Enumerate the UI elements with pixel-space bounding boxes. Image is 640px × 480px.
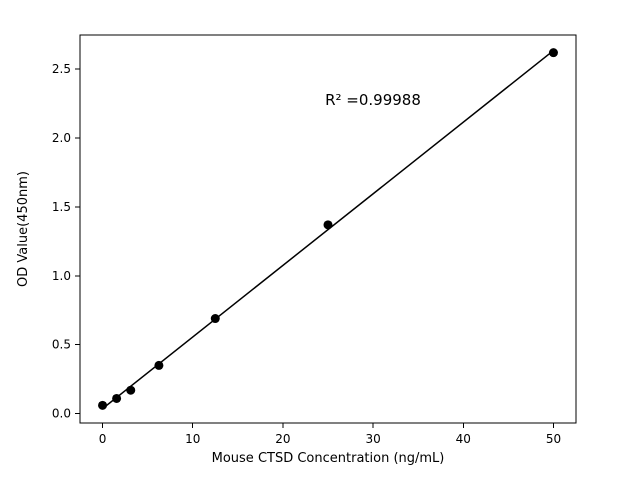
r-squared-annotation: R² =0.99988 (325, 91, 421, 109)
data-point (98, 400, 108, 410)
data-point (154, 360, 164, 370)
x-axis-label: Mouse CTSD Concentration (ng/mL) (212, 451, 445, 466)
y-tick-label: 0.0 (52, 407, 71, 421)
x-tick-label: 40 (456, 432, 471, 446)
y-axis-label: OD Value(450nm) (16, 171, 31, 287)
x-tick-label: 20 (275, 432, 290, 446)
y-tick-label: 0.5 (52, 338, 71, 352)
fit-line (102, 50, 554, 410)
y-tick-label: 2.5 (52, 62, 71, 76)
data-point (323, 220, 333, 230)
x-tick-label: 10 (185, 432, 200, 446)
x-tick-label: 30 (365, 432, 380, 446)
x-tick-label: 0 (99, 432, 107, 446)
y-tick-label: 2.0 (52, 131, 71, 145)
data-point (112, 393, 122, 403)
y-tick-label: 1.0 (52, 269, 71, 283)
data-point (210, 314, 220, 324)
x-tick-label: 50 (546, 432, 561, 446)
data-point (126, 385, 136, 395)
y-tick-label: 1.5 (52, 200, 71, 214)
data-point (548, 48, 558, 58)
